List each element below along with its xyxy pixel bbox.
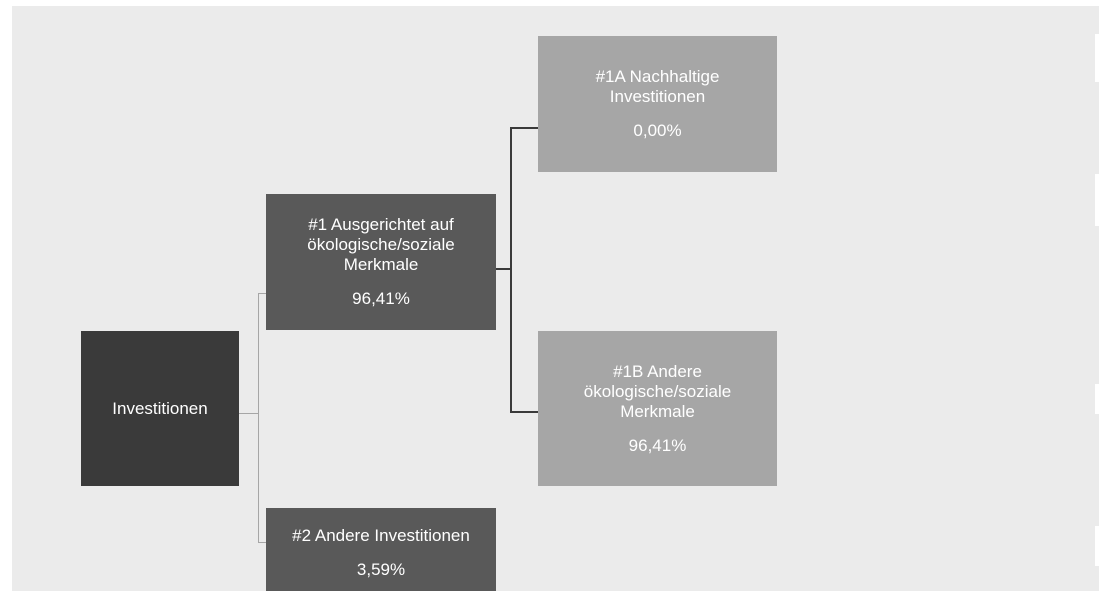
- node-aligned-value: 96,41%: [352, 289, 410, 308]
- node-other-investments: #2 Andere Investitionen 3,59%: [266, 508, 496, 591]
- node-investitionen-label: Investitionen: [112, 398, 208, 418]
- node-sustainable-label: #1A Nachhaltige Investitionen: [595, 67, 720, 106]
- node-investitionen: Investitionen: [81, 331, 239, 486]
- node-aligned-label: #1 Ausgerichtet auf ökologische/soziale …: [307, 215, 455, 274]
- node-aligned: #1 Ausgerichtet auf ökologische/soziale …: [266, 194, 496, 330]
- connector-aligned-stub: [496, 268, 512, 270]
- node-other-investments-value: 3,59%: [356, 560, 406, 579]
- node-other-es-value: 96,41%: [628, 435, 687, 455]
- node-sustainable-value: 0,00%: [633, 121, 682, 140]
- node-other-es: #1B Andere ökologische/soziale Merkmale …: [538, 331, 777, 486]
- edge-mark: [1095, 34, 1099, 82]
- node-sustainable: #1A Nachhaltige Investitionen 0,00%: [538, 36, 777, 172]
- allocation-diagram: Investitionen #1 Ausgerichtet auf ökolog…: [12, 6, 1099, 591]
- node-other-investments-label: #2 Andere Investitionen: [292, 526, 470, 545]
- node-other-es-label: #1B Andere ökologische/soziale Merkmale: [583, 361, 732, 421]
- edge-mark: [1095, 174, 1099, 226]
- connector-root-stub: [239, 413, 259, 414]
- connector-aligned-vertical: [510, 127, 512, 413]
- connector-to-other: [258, 542, 266, 543]
- edge-mark: [1095, 526, 1099, 566]
- connector-root-vertical: [258, 293, 259, 543]
- connector-to-other-es: [510, 411, 538, 413]
- connector-to-aligned: [258, 293, 266, 294]
- connector-to-sustainable: [510, 127, 538, 129]
- edge-mark: [1095, 384, 1099, 414]
